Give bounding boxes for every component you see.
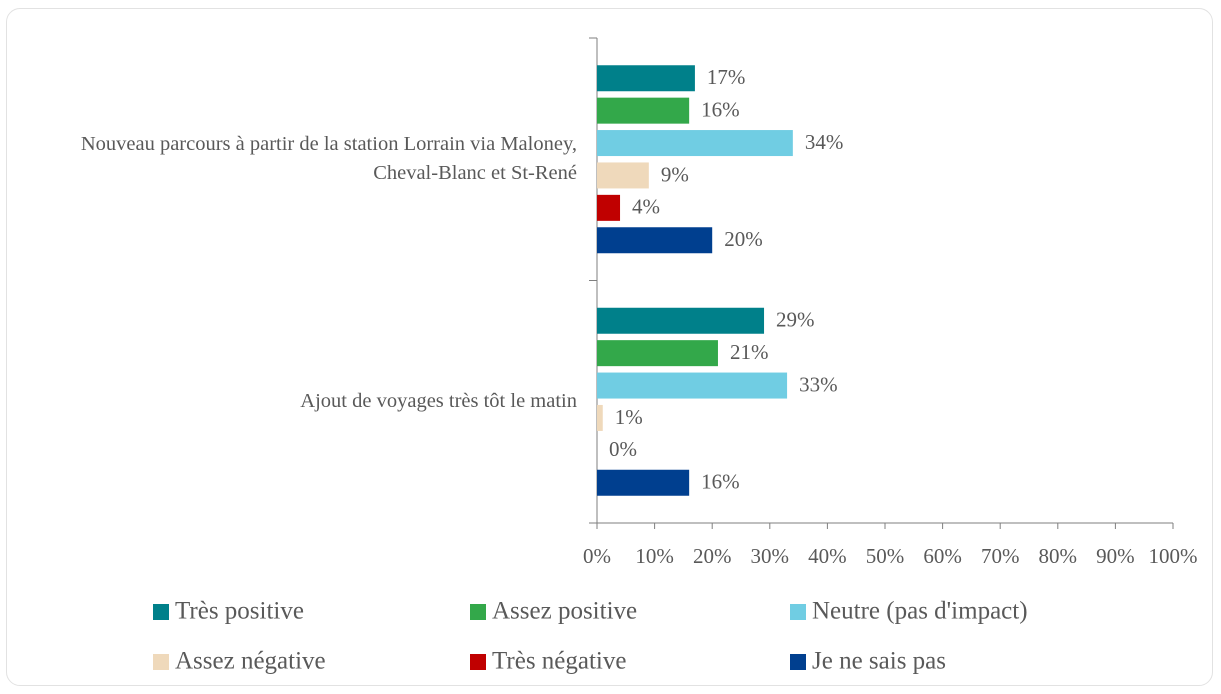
x-tick-label: 100% — [1149, 544, 1198, 568]
bar — [597, 65, 695, 92]
legend-label: Très négative — [492, 648, 626, 675]
x-tick-label: 90% — [1096, 544, 1135, 568]
value-label: 16% — [701, 97, 740, 121]
legend-swatch — [153, 654, 169, 670]
value-label: 4% — [632, 195, 660, 219]
legend-swatch — [470, 654, 486, 670]
category-label: Ajout de voyages très tôt le matin — [300, 390, 577, 413]
x-tick-label: 0% — [583, 544, 611, 568]
x-tick-label: 50% — [866, 544, 905, 568]
value-label: 20% — [724, 227, 763, 251]
bar — [597, 130, 793, 157]
value-label: 34% — [805, 130, 844, 154]
bar — [597, 404, 603, 431]
x-tick-label: 30% — [751, 544, 790, 568]
x-tick-label: 60% — [923, 544, 962, 568]
legend-swatch — [470, 604, 486, 620]
legend-swatch — [153, 604, 169, 620]
bar — [597, 162, 649, 189]
value-label: 16% — [701, 470, 740, 494]
x-tick-label: 70% — [981, 544, 1020, 568]
bar — [597, 372, 788, 399]
value-label: 29% — [776, 308, 815, 332]
value-label: 1% — [615, 405, 643, 429]
value-label: 33% — [799, 372, 838, 396]
legend-label: Assez positive — [492, 598, 637, 625]
value-label: 17% — [707, 65, 746, 89]
value-label: 21% — [730, 340, 769, 364]
legend-label: Je ne sais pas — [812, 648, 946, 675]
x-tick-label: 40% — [808, 544, 847, 568]
bar — [597, 97, 690, 124]
x-tick-label: 80% — [1039, 544, 1078, 568]
chart-card — [6, 8, 1213, 686]
value-label: 9% — [661, 162, 689, 186]
legend-label: Très positive — [175, 598, 304, 625]
category-label: Nouveau parcours à partir de la station … — [80, 133, 577, 185]
legend-swatch — [790, 654, 806, 670]
bar — [597, 340, 718, 367]
legend-label: Neutre (pas d'impact) — [812, 598, 1028, 625]
x-tick-label: 10% — [635, 544, 674, 568]
bar — [597, 307, 765, 334]
value-label: 0% — [609, 437, 637, 461]
bar — [597, 227, 713, 254]
legend-swatch — [790, 604, 806, 620]
bar — [597, 194, 621, 221]
legend-label: Assez négative — [175, 648, 326, 675]
x-tick-label: 20% — [693, 544, 732, 568]
bar — [597, 469, 690, 496]
